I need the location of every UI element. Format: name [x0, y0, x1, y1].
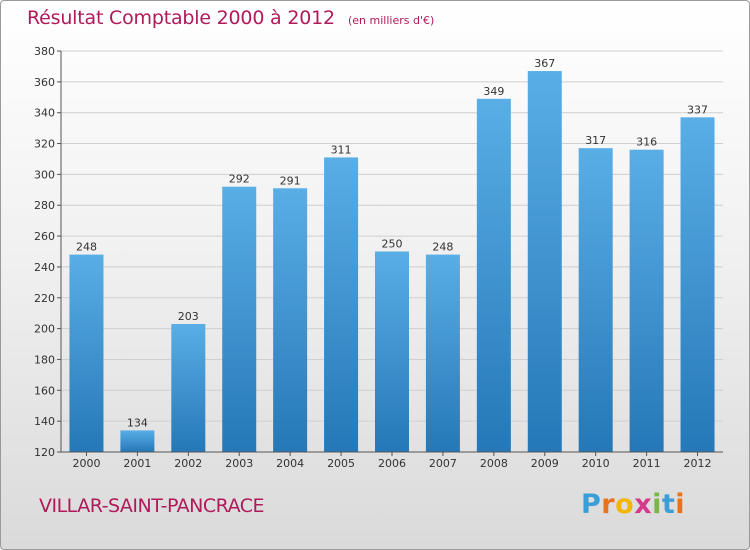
data-label-2011: 316	[636, 136, 657, 149]
logo-letter: r	[601, 489, 616, 520]
y-tick-label: 200	[34, 323, 55, 336]
y-tick-label: 300	[34, 168, 55, 181]
logo-letter: x	[634, 489, 653, 520]
data-label-2002: 203	[178, 310, 199, 323]
bar-2011	[629, 149, 664, 452]
x-tick-label: 2001	[123, 457, 151, 470]
x-tick-label: 2012	[684, 457, 712, 470]
y-tick-label: 220	[34, 292, 55, 305]
data-label-2003: 292	[229, 173, 250, 186]
bar-2001	[120, 430, 155, 452]
x-tick-label: 2002	[174, 457, 202, 470]
bar-2003	[222, 186, 257, 452]
data-label-2005: 311	[331, 143, 352, 156]
y-tick-label: 340	[34, 107, 55, 120]
chart-title: Résultat Comptable 2000 à 2012	[27, 7, 335, 29]
proxiti-logo: Proxiti	[581, 489, 685, 520]
bar-2004	[273, 188, 308, 452]
x-tick-label: 2006	[378, 457, 406, 470]
bar-2005	[324, 157, 359, 452]
y-tick-label: 360	[34, 76, 55, 89]
bar-2010	[578, 148, 613, 452]
x-tick-label: 2000	[72, 457, 100, 470]
data-label-2010: 317	[585, 134, 606, 147]
y-tick-label: 140	[34, 415, 55, 428]
logo-letter: t	[661, 489, 676, 520]
y-tick-label: 120	[34, 446, 55, 459]
bar-2000	[69, 254, 104, 452]
x-tick-label: 2007	[429, 457, 457, 470]
bar-2012	[680, 117, 715, 453]
x-tick-label: 2003	[225, 457, 253, 470]
data-label-2008: 349	[483, 85, 504, 98]
bar-2007	[425, 254, 460, 452]
logo-letter: i	[652, 489, 662, 520]
x-tick-label: 2005	[327, 457, 355, 470]
data-label-2006: 250	[382, 238, 403, 251]
y-tick-label: 160	[34, 384, 55, 397]
chart-subtitle: (en milliers d'€)	[347, 14, 435, 27]
axes	[57, 50, 723, 456]
data-label-2000: 248	[76, 241, 97, 254]
bar-2008	[476, 98, 511, 453]
logo-letter: i	[675, 489, 686, 520]
y-tick-label: 180	[34, 353, 55, 366]
x-tick-label: 2008	[480, 457, 508, 470]
labels: 120 140 160 180 200 220 240 260 280 300 320 340 360 3…	[34, 45, 712, 470]
x-tick-label: 2010	[582, 457, 610, 470]
logo-letter: P	[581, 489, 602, 520]
x-tick-label: 2004	[276, 457, 304, 470]
data-label-2007: 248	[432, 241, 453, 254]
data-label-2001: 134	[127, 416, 148, 429]
logo-letter: o	[615, 489, 635, 520]
y-tick-label: 280	[34, 199, 55, 212]
commune-name: VILLAR-SAINT-PANCRACE	[39, 495, 265, 517]
data-label-2012: 337	[687, 103, 708, 116]
y-tick-label: 380	[34, 45, 55, 58]
chart-header: Résultat Comptable 2000 à 2012 (en milli…	[27, 7, 434, 29]
bar-2009	[527, 71, 562, 453]
bar-2006	[375, 251, 409, 452]
y-tick-label: 320	[34, 138, 55, 151]
x-tick-label: 2009	[531, 457, 559, 470]
data-label-2009: 367	[534, 57, 555, 70]
y-tick-label: 260	[34, 230, 55, 243]
bar-2002	[171, 323, 206, 452]
x-tick-label: 2011	[633, 457, 661, 470]
y-tick-label: 240	[34, 261, 55, 274]
bars	[69, 71, 715, 453]
data-label-2004: 291	[280, 174, 301, 187]
